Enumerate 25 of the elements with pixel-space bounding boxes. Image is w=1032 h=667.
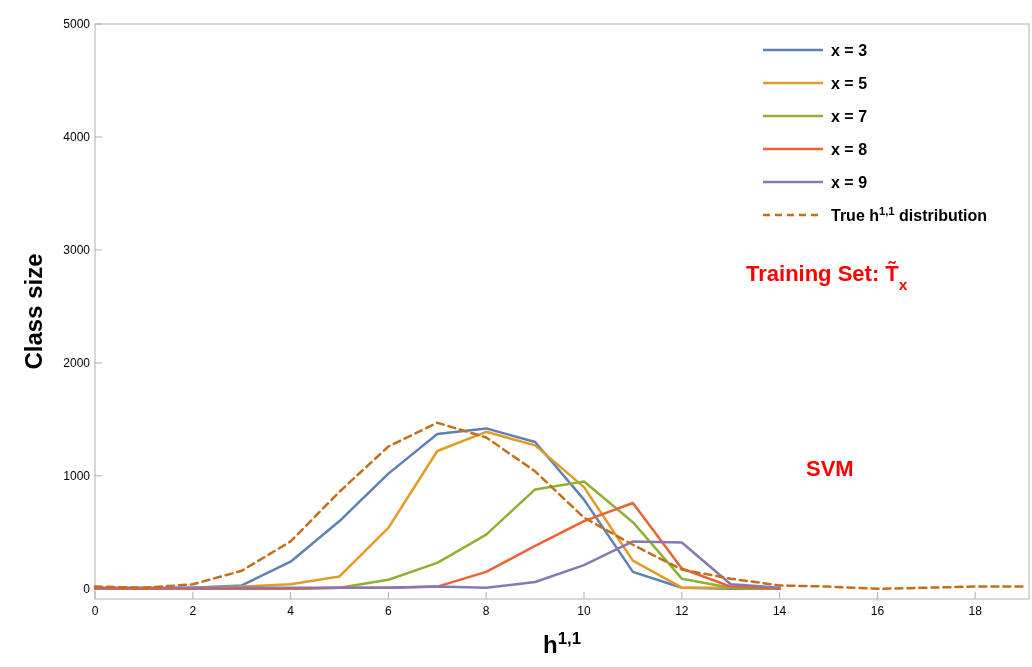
annotation: Training Set: T̃$_{x}$	[746, 261, 908, 293]
x-tick-label: 18	[968, 604, 983, 618]
y-tick-label: 5000	[63, 17, 91, 31]
x-tick-label: 6	[385, 604, 393, 618]
y-tick-label: 2000	[63, 355, 91, 370]
x-tick-label: 10	[577, 604, 591, 618]
y-tick-label: 3000	[63, 242, 91, 257]
annotation: SVM	[806, 456, 854, 481]
x-tick-label: 2	[189, 604, 197, 618]
y-tick-label: 0	[83, 581, 91, 596]
x-axis-title: h$^{1,1}$	[542, 628, 582, 658]
x-tick-label: 4	[287, 604, 295, 618]
x-tick-label: 16	[870, 604, 885, 618]
legend-label: True h$^{1,1}$ distribution	[831, 205, 988, 224]
legend-label: x = 9	[831, 174, 868, 191]
legend-label: x = 7	[831, 108, 868, 125]
x-tick-label: 14	[772, 604, 787, 618]
y-tick-label: 1000	[63, 468, 91, 483]
y-axis-title: Class size	[20, 253, 47, 370]
legend-label: x = 8	[831, 141, 868, 158]
legend-label: x = 5	[831, 75, 868, 92]
x-tick-label: 12	[675, 604, 689, 618]
legend-label: x = 3	[831, 42, 868, 59]
y-tick-label: 4000	[63, 129, 91, 144]
x-tick-label: 8	[482, 604, 490, 618]
